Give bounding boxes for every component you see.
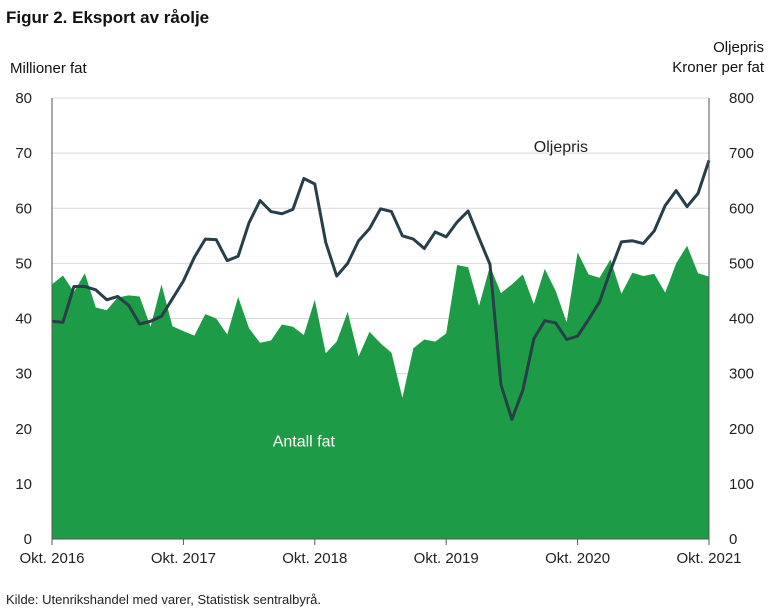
- annotation-antall-fat: Antall fat: [273, 433, 336, 450]
- y-tick-left: 30: [15, 366, 32, 383]
- x-tick-label: Okt. 2020: [545, 550, 610, 567]
- y-tick-left: 40: [15, 311, 32, 328]
- y-tick-right: 400: [729, 311, 754, 328]
- x-tick-label: Okt. 2021: [676, 550, 741, 567]
- line-series: [51, 159, 711, 421]
- y-tick-left: 0: [24, 531, 32, 548]
- line-oljepris: [51, 159, 711, 421]
- x-tick-label: Okt. 2016: [19, 550, 84, 567]
- annotation-oljepris: Oljepris: [534, 139, 588, 156]
- y-tick-right: 300: [729, 366, 754, 383]
- y-tick-left: 70: [15, 145, 32, 162]
- y-tick-right: 600: [729, 200, 754, 217]
- x-tick-label: Okt. 2019: [414, 550, 479, 567]
- chart-plot: 0102030405060708001002003004005006007008…: [15, 90, 754, 567]
- right-axis-label-line2: Kroner per fat: [672, 59, 764, 76]
- y-tick-left: 10: [15, 476, 32, 493]
- right-axis-label-line1: Oljepris: [713, 39, 764, 56]
- x-tick-label: Okt. 2017: [151, 550, 216, 567]
- y-tick-left: 20: [15, 421, 32, 438]
- annotations: Oljepris Antall fat: [273, 139, 588, 450]
- area-series: [52, 245, 709, 540]
- axes: [51, 98, 710, 545]
- y-tick-right: 500: [729, 255, 754, 272]
- y-tick-right: 0: [729, 531, 737, 548]
- y-tick-right: 100: [729, 476, 754, 493]
- y-tick-left: 50: [15, 255, 32, 272]
- x-tick-label: Okt. 2018: [282, 550, 347, 567]
- y-tick-right: 700: [729, 145, 754, 162]
- y-tick-right: 800: [729, 90, 754, 107]
- y-tick-left: 80: [15, 90, 32, 107]
- y-tick-left: 60: [15, 200, 32, 217]
- right-axis-label: Oljepris Kroner per fat: [672, 38, 764, 78]
- y-tick-right: 200: [729, 421, 754, 438]
- left-axis-label: Millioner fat: [10, 60, 87, 77]
- area-antall-fat: [52, 245, 709, 540]
- source-note: Kilde: Utenrikshandel med varer, Statist…: [6, 592, 322, 607]
- chart-title: Figur 2. Eksport av råolje: [6, 8, 210, 27]
- tick-labels: 0102030405060708001002003004005006007008…: [15, 90, 754, 567]
